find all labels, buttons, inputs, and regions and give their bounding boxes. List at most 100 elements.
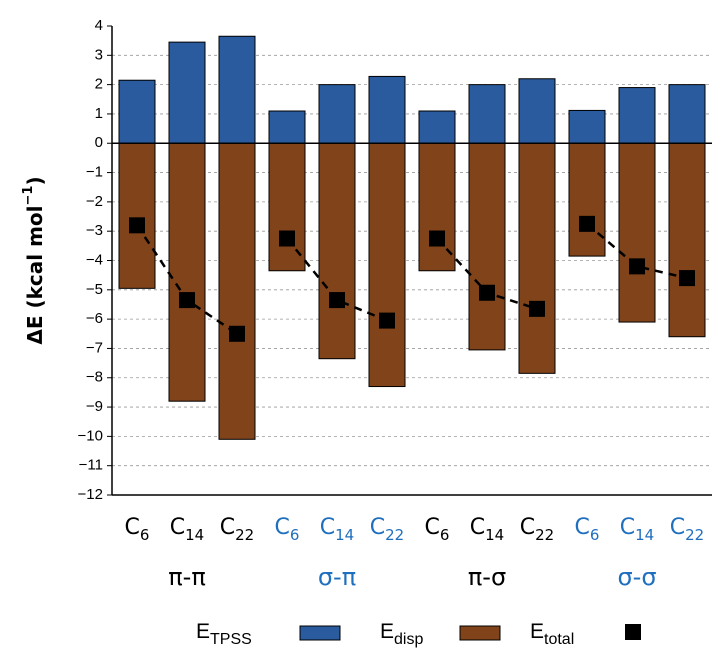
bar — [518, 78, 556, 144]
total-marker — [279, 230, 295, 247]
x-tick-label: C14 — [620, 515, 654, 544]
y-tick-label: 4 — [95, 17, 103, 34]
legend-label-sub: disp — [394, 631, 423, 648]
x-tick-label-base: C — [425, 515, 440, 540]
x-tick-label-base: C — [170, 515, 185, 540]
x-tick-label-sub: 22 — [385, 526, 404, 544]
legend-label-sub: total — [544, 631, 574, 648]
total-marker — [379, 312, 395, 329]
y-axis-label-end: ) — [23, 176, 47, 185]
x-tick-label: C14 — [470, 515, 504, 544]
y-axis-label-text: ΔE (kcal mol — [23, 205, 47, 344]
bar — [568, 109, 606, 144]
x-tick-label: C6 — [575, 515, 600, 544]
x-tick-label: C14 — [170, 515, 204, 544]
x-tick-label-sub: 22 — [685, 526, 704, 544]
legend-swatch — [299, 625, 341, 641]
total-marker — [229, 325, 245, 342]
y-tick-label: −10 — [78, 427, 103, 444]
x-tick-label-sub: 14 — [635, 526, 654, 544]
bar — [168, 142, 206, 402]
legend-label-sub: TPSS — [210, 631, 252, 648]
x-tick-label-base: C — [320, 515, 335, 540]
legend-swatch — [459, 625, 501, 641]
y-tick-label: 0 — [95, 134, 103, 151]
x-tick-label-sub: 22 — [535, 526, 554, 544]
bar — [618, 87, 656, 144]
x-tick-label: C6 — [425, 515, 450, 544]
x-tick-label-sub: 6 — [140, 526, 150, 544]
x-tick-label-base: C — [470, 515, 485, 540]
x-tick-label-sub: 6 — [440, 526, 450, 544]
total-line — [586, 222, 688, 280]
y-axis-label: ΔE (kcal mol−1) — [21, 176, 47, 344]
bar — [668, 84, 706, 144]
y-tick-label: −11 — [79, 457, 103, 474]
bar — [218, 142, 256, 440]
bar — [318, 142, 356, 360]
group-label: π-σ — [468, 563, 506, 591]
x-tick-label: C6 — [125, 515, 150, 544]
total-line — [286, 237, 388, 322]
y-tick-label: 1 — [95, 105, 103, 122]
y-tick-label: −5 — [86, 281, 103, 298]
total-marker — [329, 292, 345, 309]
x-tick-label-sub: 14 — [485, 526, 504, 544]
bar — [468, 142, 506, 351]
y-tick-label: −3 — [86, 222, 103, 239]
bar — [268, 110, 306, 144]
legend-label: Edisp — [380, 620, 423, 649]
legend-label: Etotal — [530, 620, 574, 649]
x-tick-label: C14 — [320, 515, 354, 544]
y-axis-label-sup: −1 — [21, 186, 36, 206]
y-tick-label: −2 — [86, 193, 103, 210]
bar — [568, 142, 606, 257]
x-tick-label-base: C — [125, 515, 140, 540]
bar — [668, 142, 706, 338]
total-marker — [529, 300, 545, 317]
x-tick-label-base: C — [220, 515, 235, 540]
bar — [118, 142, 156, 289]
x-tick-label-sub: 6 — [590, 526, 600, 544]
x-tick-label-base: C — [275, 515, 290, 540]
total-marker — [629, 258, 645, 275]
total-marker — [179, 292, 195, 309]
x-tick-label: C6 — [275, 515, 300, 544]
bar — [218, 35, 256, 144]
bar — [118, 79, 156, 144]
x-tick-label-sub: 14 — [335, 526, 354, 544]
x-tick-label-base: C — [670, 515, 685, 540]
x-tick-label: C22 — [520, 515, 554, 544]
bar — [418, 110, 456, 144]
x-tick-label: C22 — [220, 515, 254, 544]
legend-label-base: E — [530, 620, 544, 643]
x-tick-label-sub: 6 — [290, 526, 300, 544]
bar — [618, 142, 656, 323]
bar — [318, 84, 356, 144]
bar — [368, 142, 406, 388]
bar — [418, 142, 456, 272]
group-label: σ-π — [318, 563, 356, 591]
x-tick-label-base: C — [575, 515, 590, 540]
y-tick-label: 2 — [95, 76, 103, 93]
x-tick-label: C22 — [670, 515, 704, 544]
total-marker — [129, 217, 145, 234]
legend-swatch — [625, 624, 641, 640]
y-tick-label: −4 — [86, 251, 103, 268]
y-tick-label: 3 — [95, 46, 103, 63]
bar — [168, 41, 206, 144]
total-marker — [679, 270, 695, 287]
y-tick-label: −7 — [86, 339, 103, 356]
y-tick-label: −12 — [78, 486, 103, 503]
y-tick-label: −9 — [86, 398, 103, 415]
y-tick-label: −1 — [86, 164, 103, 181]
legend-label-base: E — [196, 620, 210, 643]
total-marker — [579, 215, 595, 232]
y-tick-label: −6 — [86, 310, 103, 327]
total-marker — [479, 284, 495, 301]
x-tick-label-base: C — [370, 515, 385, 540]
bar — [468, 84, 506, 144]
y-tick-label: −8 — [86, 369, 103, 386]
bar — [268, 142, 306, 272]
x-tick-label-sub: 22 — [235, 526, 254, 544]
